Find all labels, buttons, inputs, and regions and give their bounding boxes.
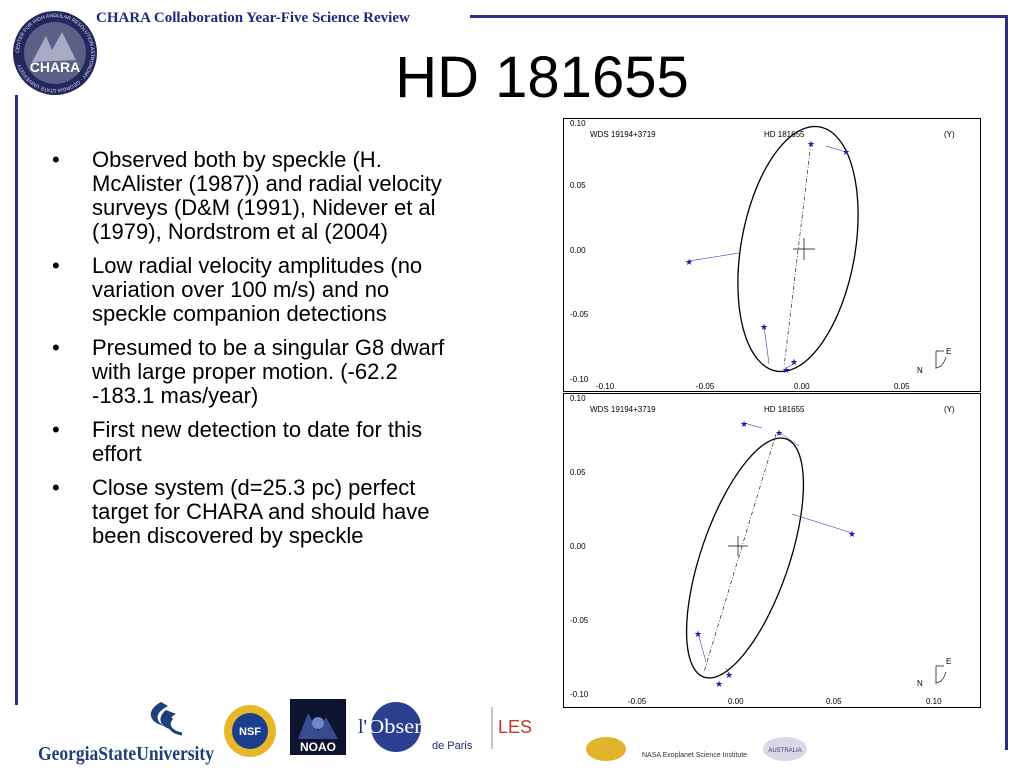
observation-stars: ★ ★ ★ ★ ★ ★	[694, 420, 856, 690]
compass-rose: E N	[917, 657, 951, 688]
x-tick-label: 0.00	[794, 382, 810, 391]
bullet-text: Observed both by speckle (H. McAlister (…	[92, 147, 442, 244]
compass-north-label: N	[917, 679, 923, 688]
svg-text:★: ★	[715, 680, 723, 690]
y-tick-label: 0.00	[570, 246, 586, 255]
orbit-plot-2: WDS 19194+3719 HD 181655 (Y) 0.10 0.05 0…	[563, 393, 981, 708]
les-wordmark: LES	[498, 717, 532, 737]
x-tick-label: 0.00	[728, 697, 744, 706]
compass-east-label: E	[946, 657, 951, 666]
y-tick-label: 0.00	[570, 542, 586, 551]
svg-text:★: ★	[725, 671, 733, 681]
y-tick-label: 0.10	[570, 119, 586, 128]
bullet-item: • Low radial velocity amplitudes (no vari…	[52, 254, 462, 326]
nasa-exoplanet-text: NASA Exoplanet Science Institute	[642, 752, 747, 759]
y-tick-label: -0.05	[570, 616, 589, 625]
bullet-item: • Observed both by speckle (H. McAlister …	[52, 148, 462, 244]
header-conference-title: CHARA Collaboration Year-Five Science Re…	[96, 10, 410, 26]
footer-logos: GeorgiaStateUniversity NSF NOAO l' Obser…	[0, 695, 1024, 768]
svg-text:★: ★	[848, 530, 856, 540]
frame-right-line	[1005, 15, 1008, 750]
bullet-marker: •	[52, 335, 60, 360]
observatoire-wordmark: Observatoire	[368, 716, 484, 738]
y-tick-label: -0.10	[570, 375, 589, 384]
noao-wordmark: NOAO	[300, 740, 336, 754]
bullet-text: Low radial velocity amplitudes (no varia…	[92, 253, 423, 326]
bullet-marker: •	[52, 475, 60, 500]
plot-unit-label: (Y)	[944, 130, 955, 139]
y-tick-label: -0.10	[570, 690, 589, 699]
line-of-nodes	[703, 433, 777, 673]
y-tick-label: 0.05	[570, 181, 586, 190]
bullet-item: • First new detection to date for this ef…	[52, 418, 462, 466]
compass-north-label: N	[917, 366, 923, 375]
compass-east-label: E	[946, 347, 951, 356]
gsu-wordmark: GeorgiaStateUniversity	[38, 743, 214, 765]
line-of-nodes	[783, 142, 812, 368]
residual-lines	[697, 422, 853, 675]
bullet-item: • Close system (d=25.3 pc) perfect target…	[52, 476, 462, 548]
plot-wds-label: WDS 19194+3719	[590, 130, 656, 139]
bullet-list: • Observed both by speckle (H. McAlister …	[52, 148, 462, 558]
observatoire-logo: l' Observatoire de Paris LES	[358, 699, 533, 759]
svg-text:★: ★	[740, 420, 748, 430]
frame-top-line	[470, 15, 1008, 18]
plot-wds-label: WDS 19194+3719	[590, 405, 656, 414]
y-tick-label: 0.10	[570, 394, 586, 403]
plot-star-label: HD 181655	[764, 130, 805, 139]
australia-text: AUSTRALIA	[768, 748, 801, 754]
svg-text:★: ★	[760, 323, 768, 333]
bullet-text: First new detection to date for this eff…	[92, 417, 423, 466]
plot-unit-label: (Y)	[944, 405, 955, 414]
x-tick-label: -0.05	[696, 382, 715, 391]
bullet-marker: •	[52, 417, 60, 442]
y-tick-label: 0.05	[570, 468, 586, 477]
bullet-marker: •	[52, 253, 60, 278]
observatoire-subtitle: de Paris	[432, 740, 473, 752]
svg-text:★: ★	[694, 630, 702, 640]
nsf-wordmark: NSF	[239, 726, 261, 738]
x-tick-label: 0.05	[894, 382, 910, 391]
bullet-text: Presumed to be a singular G8 dwarf with …	[92, 335, 445, 408]
orbit-ellipse	[737, 125, 859, 373]
bullet-marker: •	[52, 147, 60, 172]
svg-text:★: ★	[807, 140, 815, 150]
x-tick-label: -0.10	[596, 382, 615, 391]
svg-text:★: ★	[842, 148, 850, 158]
x-tick-label: -0.05	[628, 697, 647, 706]
compass-rose: E N	[917, 347, 951, 375]
partner-logos-strip: NASA Exoplanet Science Institute AUSTRAL…	[580, 735, 870, 765]
svg-text:★: ★	[685, 258, 693, 268]
x-tick-label: 0.10	[926, 697, 942, 706]
plot-star-label: HD 181655	[764, 405, 805, 414]
chara-logo: CENTER FOR HIGH ANGULAR RESOLUTION ASTRO…	[10, 10, 100, 96]
bullet-item: • Presumed to be a singular G8 dwarf with…	[52, 336, 462, 408]
svg-text:★: ★	[790, 358, 798, 368]
bullet-text: Close system (d=25.3 pc) perfect target …	[92, 475, 430, 548]
svg-text:★: ★	[782, 366, 790, 376]
observation-stars: ★ ★ ★ ★ ★ ★	[685, 140, 850, 376]
nsf-logo: NSF	[220, 700, 280, 762]
x-tick-label: 0.05	[826, 697, 842, 706]
orbit-plot-1: WDS 19194+3719 HD 181655 (Y) 0.10 0.05 0…	[563, 118, 981, 392]
residual-lines	[688, 145, 847, 369]
logo-text: CHARA	[30, 59, 81, 75]
frame-left-line	[15, 95, 18, 705]
orbit-ellipse	[685, 437, 805, 679]
slide-title: HD 181655	[395, 45, 689, 110]
y-tick-label: -0.05	[570, 310, 589, 319]
observatoire-prefix: l'	[358, 716, 367, 738]
noao-logo: NOAO	[290, 699, 346, 755]
gsu-logo: GeorgiaStateUniversity	[36, 700, 216, 765]
svg-text:★: ★	[775, 429, 783, 439]
